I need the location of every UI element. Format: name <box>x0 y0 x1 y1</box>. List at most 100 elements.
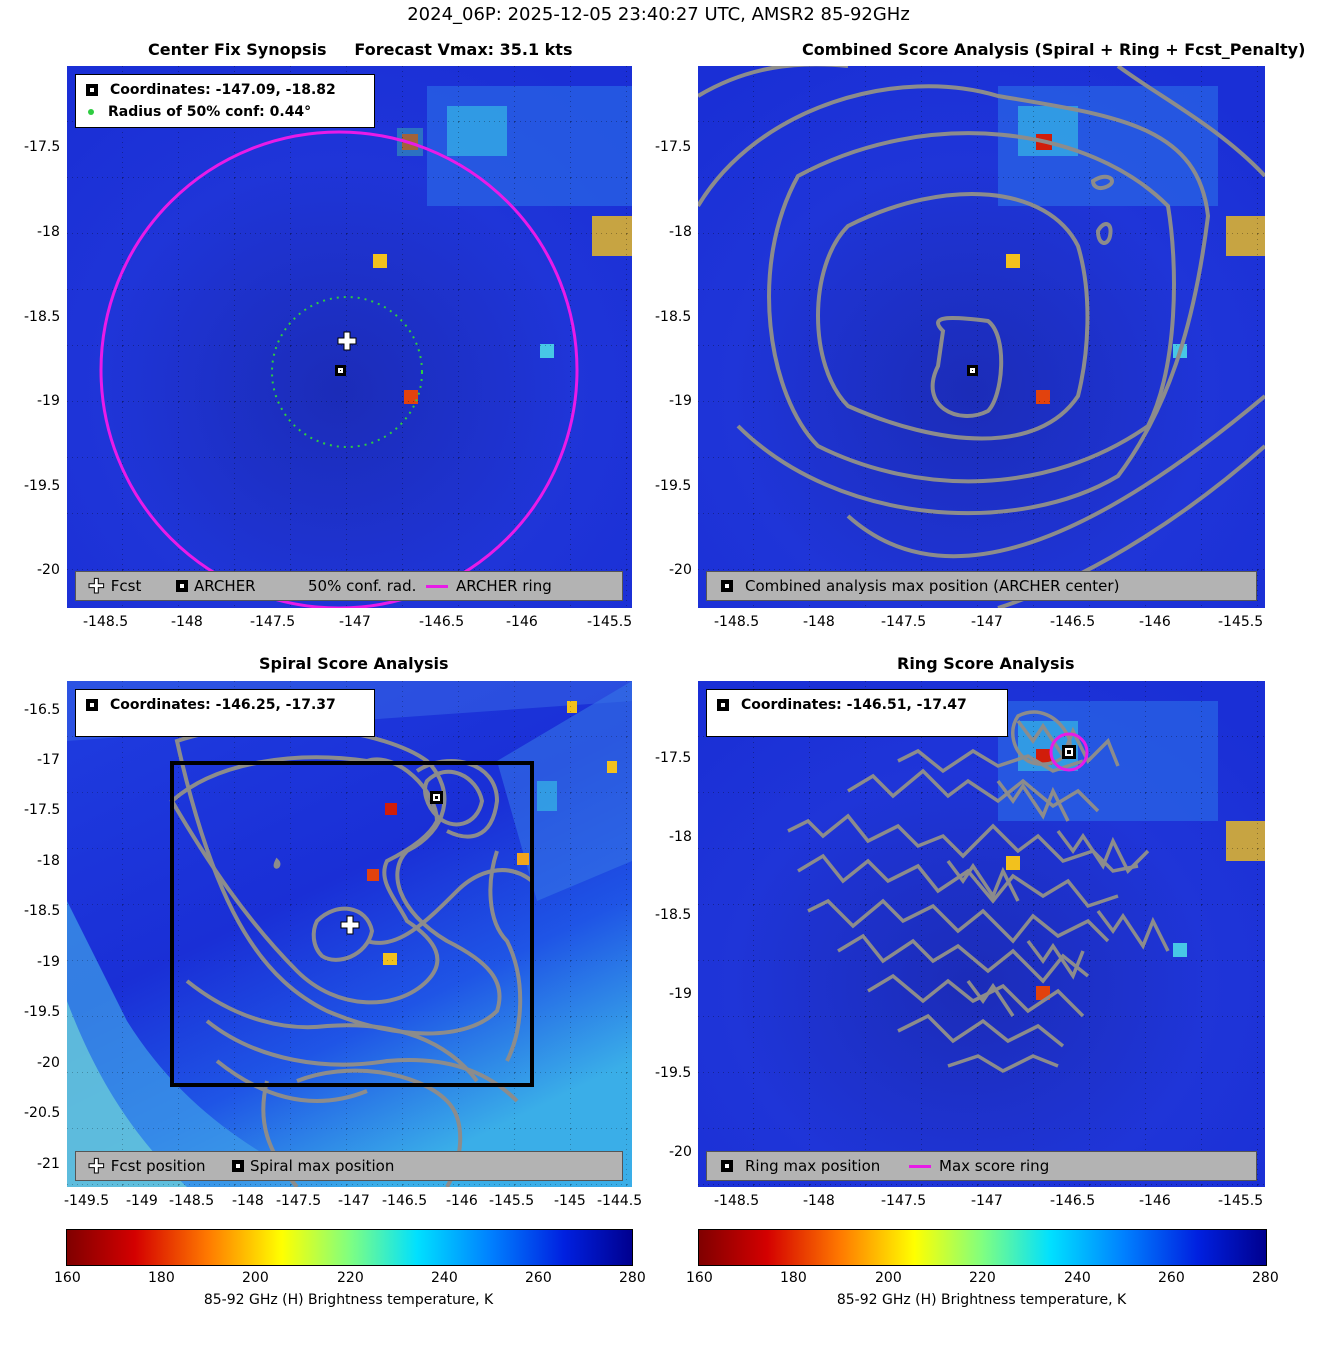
x-tick: -146.5 <box>382 1193 428 1209</box>
legend-conf-label: 50% conf. rad. <box>308 577 417 595</box>
x-tick: -145 <box>554 1193 586 1209</box>
x-tick: -148.5 <box>169 1193 215 1209</box>
y-tick: -20.5 <box>24 1105 61 1121</box>
x-tick: -148 <box>171 614 203 630</box>
figure-title: 2024_06P: 2025-12-05 23:40:27 UTC, AMSR2… <box>407 4 910 25</box>
spiral-map: Coordinates: -146.25, -17.37 ✚ Fcst posit… <box>67 681 632 1187</box>
y-tick: -17.5 <box>24 802 61 818</box>
square-marker-icon <box>232 1160 244 1172</box>
y-tick: -20 <box>669 562 692 578</box>
ring-title: Ring Score Analysis <box>897 654 1075 673</box>
cb-tick: 160 <box>686 1270 713 1286</box>
x-tick: -148.5 <box>714 614 760 630</box>
x-tick: -147.5 <box>881 1193 927 1209</box>
square-marker-icon <box>176 580 188 592</box>
legend-spiral-max-label: Spiral max position <box>250 1157 395 1175</box>
y-tick: -18 <box>669 829 692 845</box>
colorbar-right-label: 85-92 GHz (H) Brightness temperature, K <box>836 1292 1127 1308</box>
y-tick: -17 <box>37 752 60 768</box>
cb-tick: 200 <box>242 1270 269 1286</box>
x-tick: -147.5 <box>276 1193 322 1209</box>
x-tick: -146.5 <box>419 614 465 630</box>
colorbar-left <box>66 1229 633 1266</box>
y-tick: -18 <box>669 224 692 240</box>
synopsis-title: Center Fix Synopsis Forecast Vmax: 35.1 … <box>148 40 573 59</box>
legend-ring-max-label: Ring max position <box>745 1157 881 1175</box>
ring-coords: Coordinates: -146.51, -17.47 <box>741 697 967 713</box>
x-tick: -146 <box>446 1193 478 1209</box>
cb-tick: 280 <box>1252 1270 1279 1286</box>
spiral-title: Spiral Score Analysis <box>259 654 449 673</box>
y-tick: -18 <box>37 853 60 869</box>
cb-tick: 240 <box>431 1270 458 1286</box>
square-marker-icon <box>721 1160 733 1172</box>
y-tick: -18.5 <box>24 903 61 919</box>
x-tick: -147 <box>339 614 371 630</box>
legend-combined-max-label: Combined analysis max position (ARCHER c… <box>745 577 1120 595</box>
x-tick: -147.5 <box>881 614 927 630</box>
cb-tick: 260 <box>1158 1270 1185 1286</box>
legend-fcst-position-label: Fcst position <box>110 1157 206 1175</box>
x-tick: -146.5 <box>1050 614 1096 630</box>
archer-center-marker <box>335 365 346 376</box>
combined-contours <box>698 66 1265 608</box>
y-tick: -20 <box>669 1144 692 1160</box>
x-tick: -148 <box>232 1193 264 1209</box>
square-marker-icon <box>717 699 729 711</box>
x-tick: -145.5 <box>1218 614 1264 630</box>
y-tick: -19.5 <box>655 1065 692 1081</box>
y-tick: -20 <box>37 562 60 578</box>
combined-map: Combined analysis max position (ARCHER c… <box>698 66 1265 608</box>
legend-max-score-ring-label: Max score ring <box>939 1157 1050 1175</box>
spiral-legend: ✚ Fcst position Spiral max position <box>75 1151 623 1181</box>
cb-tick: 180 <box>148 1270 175 1286</box>
ring-legend: Ring max position Max score ring <box>706 1151 1257 1181</box>
y-tick: -17.5 <box>655 750 692 766</box>
cb-tick: 220 <box>969 1270 996 1286</box>
x-tick: -148 <box>803 614 835 630</box>
legend-fcst-label: Fcst <box>110 577 142 595</box>
y-tick: -17.5 <box>24 139 61 155</box>
synopsis-map: Coordinates: -147.09, -18.82 Radius of 5… <box>67 66 632 608</box>
x-tick: -145.5 <box>489 1193 535 1209</box>
combined-max-marker <box>967 365 978 376</box>
x-tick: -148.5 <box>83 614 129 630</box>
y-tick: -18.5 <box>655 309 692 325</box>
y-tick: -19.5 <box>24 1004 61 1020</box>
x-tick: -146 <box>506 614 538 630</box>
ring-info-box: Coordinates: -146.51, -17.47 <box>706 689 1008 737</box>
y-tick: -19 <box>37 954 60 970</box>
cb-tick: 260 <box>525 1270 552 1286</box>
synopsis-info-box: Coordinates: -147.09, -18.82 Radius of 5… <box>75 74 375 128</box>
cb-tick: 280 <box>619 1270 646 1286</box>
x-tick: -149.5 <box>64 1193 110 1209</box>
legend-archer-label: ARCHER <box>194 577 256 595</box>
x-tick: -148.5 <box>714 1193 760 1209</box>
y-tick: -18.5 <box>655 907 692 923</box>
x-tick: -145.5 <box>1218 1193 1264 1209</box>
x-tick: -147 <box>971 614 1003 630</box>
cb-tick: 160 <box>54 1270 81 1286</box>
square-marker-icon <box>86 699 98 711</box>
colorbar-right <box>698 1229 1267 1266</box>
y-tick: -18 <box>37 224 60 240</box>
x-tick: -146 <box>1139 614 1171 630</box>
ring-map: Coordinates: -146.51, -17.47 Ring max po… <box>698 681 1265 1187</box>
magenta-line-icon <box>426 584 448 588</box>
spiral-max-marker <box>430 791 443 804</box>
x-tick: -146 <box>1139 1193 1171 1209</box>
magenta-line-icon <box>909 1164 931 1168</box>
y-tick: -20 <box>37 1055 60 1071</box>
x-tick: -149 <box>126 1193 158 1209</box>
legend-ring-label: ARCHER ring <box>456 577 552 595</box>
y-tick: -18.5 <box>24 309 61 325</box>
square-marker-icon <box>721 580 733 592</box>
spiral-fcst-marker <box>340 915 360 935</box>
y-tick: -19 <box>669 393 692 409</box>
x-tick: -148 <box>803 1193 835 1209</box>
y-tick: -16.5 <box>24 702 61 718</box>
x-tick: -145.5 <box>587 614 633 630</box>
y-tick: -19 <box>669 986 692 1002</box>
cb-tick: 180 <box>780 1270 807 1286</box>
synopsis-coords: Coordinates: -147.09, -18.82 <box>110 82 336 98</box>
